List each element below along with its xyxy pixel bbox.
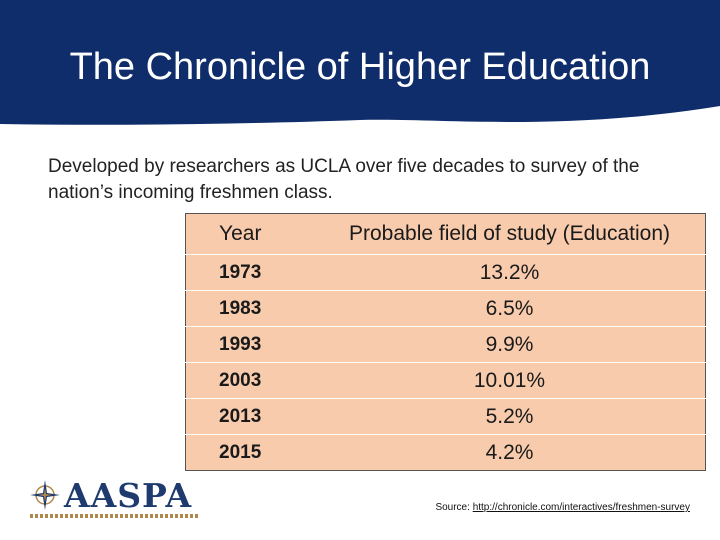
year-cell: 1993 xyxy=(185,326,314,363)
aaspa-logo: AASPA xyxy=(30,478,200,524)
source-link[interactable]: http://chronicle.com/interactives/freshm… xyxy=(472,502,690,513)
header-background xyxy=(0,0,720,125)
value-cell: 4.2% xyxy=(485,440,534,464)
column-header-field: Probable field of study (Education) xyxy=(314,213,706,255)
table-row: 1983 6.5% xyxy=(185,290,706,327)
table-row: 1993 9.9% xyxy=(185,326,706,363)
header-banner: The Chronicle of Higher Education xyxy=(0,0,720,132)
value-cell: 9.9% xyxy=(314,326,706,363)
year-cell: 1983 xyxy=(185,290,314,327)
year-cell: 2003 xyxy=(185,362,314,399)
table-row: 2015 4.2% xyxy=(186,435,706,471)
table-row: 2013 5.2% xyxy=(185,398,706,435)
compass-star-icon xyxy=(30,480,60,510)
table-row: 1973 13.2% xyxy=(185,254,706,291)
year-cell: 2013 xyxy=(185,398,314,435)
logo-wordmark: AASPA xyxy=(64,476,193,515)
value-cell: 6.5% xyxy=(314,290,706,327)
value-cell: 13.2% xyxy=(314,254,706,291)
intro-text: Developed by researchers as UCLA over fi… xyxy=(48,156,640,203)
table-row: 2003 10.01% xyxy=(185,362,706,399)
year-cell: 1973 xyxy=(185,254,314,291)
logo-tagline-decoration xyxy=(30,514,200,518)
table-header-row: Year Probable field of study (Education) xyxy=(185,213,706,255)
value-cell: 5.2% xyxy=(314,398,706,435)
column-header-year: Year xyxy=(185,213,314,255)
page-title: The Chronicle of Higher Education xyxy=(69,46,651,88)
year-cell: 2015 xyxy=(219,441,262,463)
survey-table: Year Probable field of study (Education)… xyxy=(185,213,706,471)
value-cell: 10.01% xyxy=(314,362,706,399)
source-note: Source: http://chronicle.com/interactive… xyxy=(435,502,690,513)
source-label: Source: xyxy=(435,502,470,513)
